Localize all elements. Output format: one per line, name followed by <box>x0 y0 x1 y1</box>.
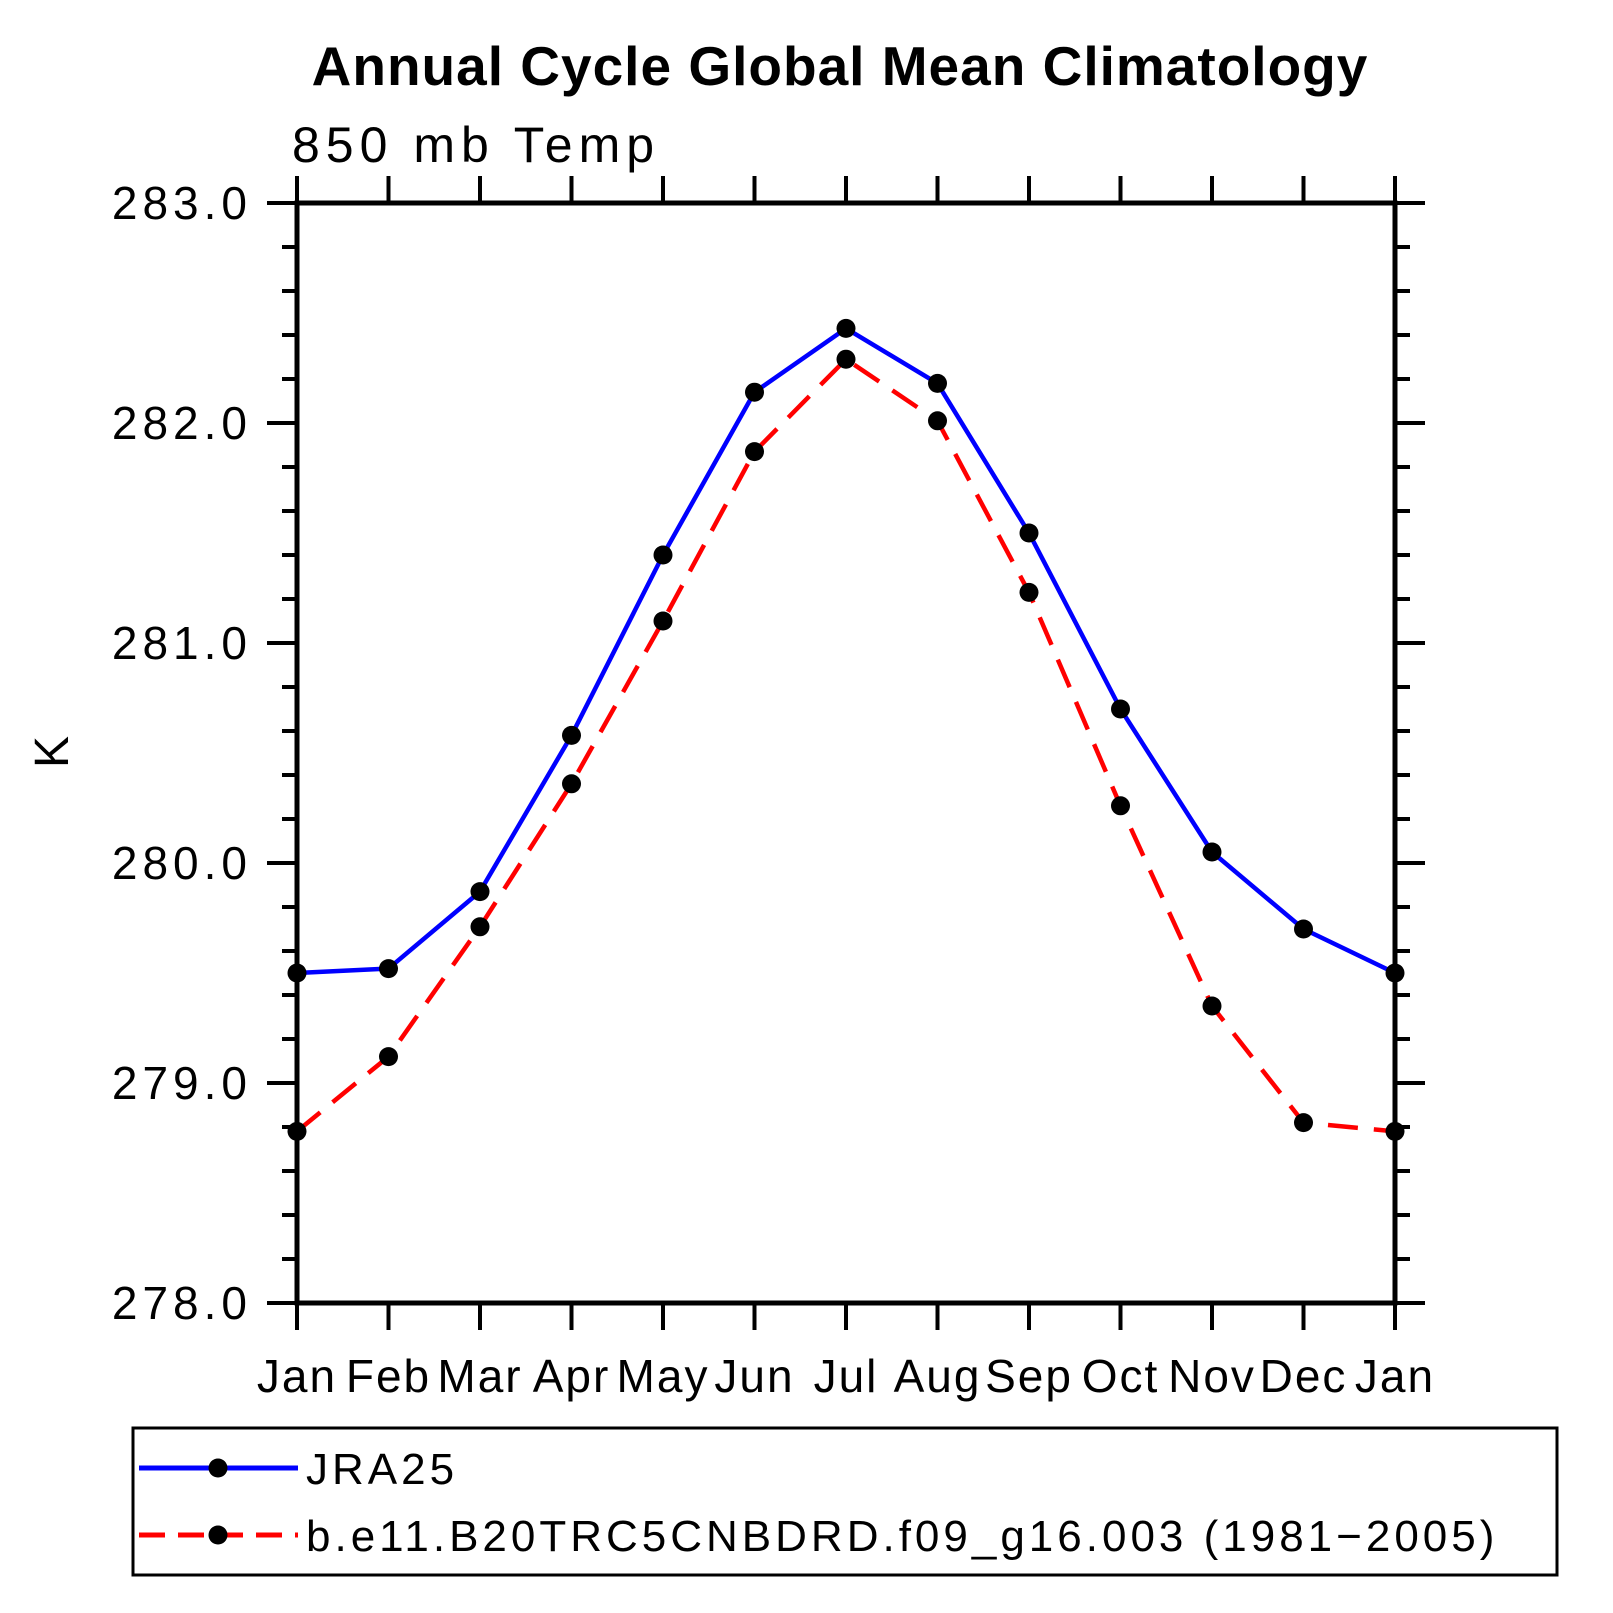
x-tick-label: Sep <box>985 1350 1073 1402</box>
x-tick-label: Dec <box>1260 1350 1348 1402</box>
tick-marks <box>267 176 1425 1330</box>
data-point-marker <box>836 318 856 338</box>
data-point-marker <box>379 959 398 979</box>
data-point-marker <box>470 882 490 902</box>
chart-subtitle: 850 mb Temp <box>292 117 660 173</box>
data-point-marker <box>287 963 307 983</box>
x-tick-label: Jan <box>1355 1350 1435 1402</box>
legend-sample-marker-1 <box>208 1525 228 1545</box>
x-tick-label: May <box>617 1350 710 1402</box>
data-point-marker <box>653 545 673 565</box>
data-point-marker <box>1294 919 1313 939</box>
y-tick-label: 279.0 <box>112 1057 252 1109</box>
data-point-marker <box>1294 1113 1313 1133</box>
x-tick-label: Mar <box>437 1350 522 1402</box>
series-line-1 <box>295 356 1396 1134</box>
data-point-marker <box>653 611 673 631</box>
data-point-marker <box>928 373 947 393</box>
data-point-marker <box>562 725 581 745</box>
y-tick-label: 280.0 <box>112 837 252 889</box>
legend-label-model: b.e11.B20TRC5CNBDRD.f09_g16.003 (1981−20… <box>306 1512 1498 1561</box>
data-point-marker <box>379 1047 398 1067</box>
data-point-marker <box>1019 523 1039 543</box>
chart-title: Annual Cycle Global Mean Climatology <box>312 35 1369 97</box>
series-line-0 <box>296 325 1396 976</box>
legend: JRA25 b.e11.B20TRC5CNBDRD.f09_g16.003 (1… <box>131 1426 1559 1577</box>
x-tick-label: Aug <box>894 1350 982 1402</box>
x-tick-label: Jun <box>714 1350 794 1402</box>
data-point-marker <box>1202 842 1222 862</box>
x-tick-label: Feb <box>346 1350 431 1402</box>
data-point-marker <box>745 442 764 462</box>
y-tick-label: 281.0 <box>112 617 252 669</box>
data-point-marker <box>1111 699 1130 719</box>
data-point-marker <box>928 411 947 431</box>
data-point-marker <box>745 382 764 402</box>
legend-sample-marker-0 <box>208 1458 228 1478</box>
data-point-marker <box>1202 996 1222 1016</box>
x-tick-label: Oct <box>1082 1350 1160 1402</box>
y-axis-label: K <box>26 736 79 768</box>
data-point-marker <box>287 1121 307 1141</box>
data-point-marker <box>1111 796 1130 816</box>
data-point-marker <box>1019 582 1039 602</box>
data-point-marker <box>1385 1121 1405 1141</box>
legend-box <box>131 1426 1559 1577</box>
x-tick-label: Apr <box>533 1350 611 1402</box>
y-tick-label: 283.0 <box>112 177 252 229</box>
legend-samples <box>139 1458 298 1545</box>
y-tick-label: 278.0 <box>112 1277 252 1329</box>
data-point-marker <box>1385 963 1405 983</box>
data-point-marker <box>470 917 490 937</box>
x-tick-label: Nov <box>1168 1350 1256 1402</box>
data-point-marker <box>562 774 581 794</box>
y-tick-label: 282.0 <box>112 397 252 449</box>
x-tick-label: Jan <box>257 1350 337 1402</box>
legend-label-jra25: JRA25 <box>306 1445 458 1494</box>
data-point-marker <box>836 349 856 369</box>
x-tick-label: Jul <box>814 1350 879 1402</box>
